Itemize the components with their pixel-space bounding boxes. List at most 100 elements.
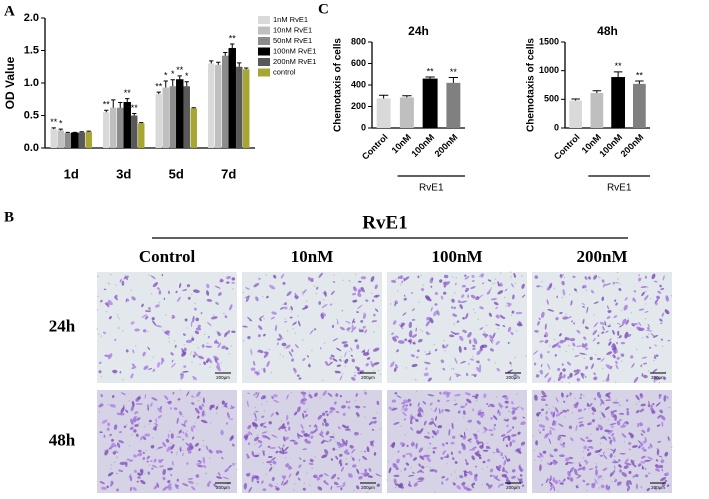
cell xyxy=(344,428,351,431)
pore xyxy=(477,318,479,320)
cell xyxy=(329,303,333,306)
cell xyxy=(157,415,162,419)
pore xyxy=(487,442,489,445)
cell xyxy=(169,407,173,410)
cell xyxy=(277,342,279,346)
cell xyxy=(173,407,178,411)
pore xyxy=(601,368,604,370)
cell xyxy=(314,328,317,331)
significance-label: ** xyxy=(229,33,237,43)
cell xyxy=(197,355,205,360)
y-tick-label: 0 xyxy=(361,122,366,132)
pore xyxy=(197,399,200,402)
pore xyxy=(541,285,543,288)
cell xyxy=(467,331,472,338)
cell xyxy=(643,362,648,365)
cell xyxy=(640,403,646,407)
cell xyxy=(476,366,481,373)
pore xyxy=(122,378,124,381)
cell xyxy=(193,289,200,293)
pore xyxy=(182,415,184,418)
cell xyxy=(642,440,647,444)
bar xyxy=(57,130,64,148)
cell xyxy=(637,422,640,428)
cell xyxy=(428,421,435,425)
pore xyxy=(191,395,194,397)
pore xyxy=(597,479,599,481)
cell xyxy=(232,443,235,447)
cell xyxy=(246,453,250,459)
pore xyxy=(340,356,342,358)
cell xyxy=(332,338,339,342)
pore xyxy=(308,276,311,279)
cell xyxy=(373,294,380,298)
cell xyxy=(545,411,548,415)
cell xyxy=(262,452,265,456)
cell xyxy=(125,298,128,303)
cell xyxy=(415,442,418,449)
cell xyxy=(660,459,665,464)
cell xyxy=(555,397,559,403)
pore xyxy=(537,429,540,432)
cell xyxy=(464,402,468,407)
cell xyxy=(388,467,392,474)
cell xyxy=(309,458,314,463)
cell xyxy=(481,442,484,448)
pore xyxy=(131,410,133,412)
cell xyxy=(416,349,420,353)
cell xyxy=(443,281,447,285)
pore xyxy=(162,329,164,331)
cell xyxy=(578,462,581,465)
cell xyxy=(273,399,280,403)
pore xyxy=(465,428,468,431)
cell xyxy=(194,330,199,335)
cell xyxy=(176,478,179,482)
cell xyxy=(507,435,511,441)
cell xyxy=(129,426,134,430)
pore xyxy=(472,356,474,358)
cell xyxy=(257,334,261,338)
cell xyxy=(506,424,509,428)
pore xyxy=(117,316,119,318)
cell xyxy=(103,434,106,438)
cell xyxy=(505,444,509,448)
cell xyxy=(576,345,582,347)
cell xyxy=(570,437,574,442)
bar xyxy=(215,64,222,148)
cell xyxy=(632,475,636,478)
cell xyxy=(314,474,319,479)
cell xyxy=(366,446,370,453)
cell xyxy=(404,276,410,281)
cell xyxy=(106,427,110,431)
pore xyxy=(252,413,255,415)
pore xyxy=(404,434,406,436)
cell xyxy=(592,329,598,336)
cell xyxy=(184,318,188,322)
cell xyxy=(146,460,149,463)
pore xyxy=(251,476,253,478)
cell xyxy=(651,410,656,414)
cell xyxy=(282,444,285,447)
cell xyxy=(346,327,351,331)
pore xyxy=(433,410,435,412)
cell xyxy=(192,376,197,380)
cell xyxy=(404,467,407,471)
cell xyxy=(464,275,470,280)
cell xyxy=(98,403,104,408)
y-tick-label: 1.0 xyxy=(24,77,39,89)
pore xyxy=(604,379,607,382)
pore xyxy=(294,372,296,374)
cell xyxy=(310,277,314,283)
cell xyxy=(552,459,558,464)
cell xyxy=(363,352,370,356)
cell xyxy=(471,455,476,461)
cell xyxy=(661,469,664,472)
scale-label: 200μm xyxy=(361,485,375,490)
pore xyxy=(230,345,233,347)
cell xyxy=(601,279,605,283)
error-bar xyxy=(86,130,91,132)
cell xyxy=(576,377,581,382)
micrograph-bg xyxy=(387,272,527,383)
pore xyxy=(202,439,205,442)
cell xyxy=(197,324,201,329)
